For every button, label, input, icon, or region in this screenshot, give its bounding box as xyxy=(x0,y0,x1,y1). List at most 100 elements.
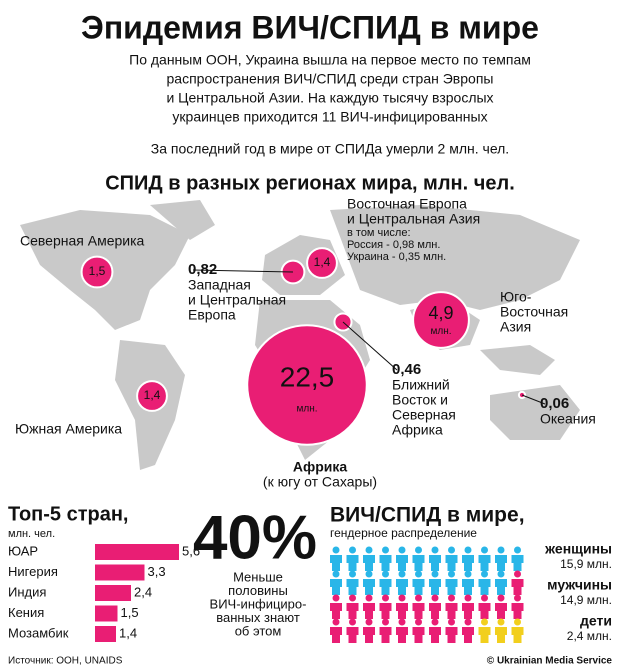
region-value: 1,4 xyxy=(144,388,161,402)
awareness-text: половины xyxy=(228,583,288,598)
person-icon-head xyxy=(464,546,472,554)
gender-title: ВИЧ/СПИД в мире, xyxy=(330,504,525,527)
region-value: 1,5 xyxy=(89,264,106,278)
person-icon-head xyxy=(365,618,373,626)
person-icon-head xyxy=(514,594,521,602)
person-icon-head xyxy=(481,594,488,602)
gender-name: мужчины xyxy=(547,577,612,593)
person-icon-body xyxy=(412,627,425,643)
person-icon-head xyxy=(514,546,521,554)
person-icon-body xyxy=(330,579,342,595)
intro-line: распространения ВИЧ/СПИД среди стран Эвр… xyxy=(167,71,494,87)
bar-value: 5,6 xyxy=(182,543,200,558)
person-icon-head xyxy=(431,618,439,626)
person-icon-head xyxy=(497,594,505,602)
person-icon-body xyxy=(363,579,375,595)
intro-line: По данным ООН, Украина вышла на первое м… xyxy=(129,52,531,68)
person-icon-head xyxy=(514,570,521,578)
country-label: Мозамбик xyxy=(8,625,69,640)
region-label: (к югу от Сахары) xyxy=(263,474,377,490)
note: За последний год в мире от СПИДа умерли … xyxy=(151,141,509,157)
leader-line xyxy=(192,269,294,273)
region-label: Восток и xyxy=(392,392,448,408)
person-icon-head xyxy=(332,618,340,626)
person-icon-head xyxy=(464,618,472,626)
person-icon-head xyxy=(497,618,505,626)
country-label: Нигерия xyxy=(8,564,58,579)
bar xyxy=(95,605,118,622)
map-title: СПИД в разных регионах мира, млн. чел. xyxy=(105,172,515,194)
person-icon-head xyxy=(431,570,439,578)
person-icon-head xyxy=(349,594,356,602)
gender-value: 2,4 млн. xyxy=(567,629,612,643)
gender-value: 15,9 млн. xyxy=(560,557,612,571)
person-icon-body xyxy=(511,579,524,595)
region-value: 22,5 xyxy=(280,361,335,392)
region-label: Южная Америка xyxy=(15,421,122,437)
person-icon-head xyxy=(464,594,472,602)
person-icon-body xyxy=(462,627,474,643)
person-icon-head xyxy=(349,618,356,626)
region-bubble xyxy=(80,255,114,289)
person-icon-body xyxy=(445,579,458,595)
top5-unit: млн. чел. xyxy=(8,528,55,540)
region-label: Африка xyxy=(392,422,443,438)
person-icon-head xyxy=(464,570,472,578)
region-label: и Центральная xyxy=(188,292,286,308)
bar-value: 2,4 xyxy=(134,584,152,599)
person-icon-head xyxy=(497,546,505,554)
region-bubble xyxy=(412,291,470,349)
person-icon-head xyxy=(349,570,356,578)
person-icon-head xyxy=(332,594,340,602)
region-detail: Россия - 0,98 млн. xyxy=(347,239,440,251)
person-icon-body xyxy=(396,579,408,595)
region-unit: млн. xyxy=(430,326,451,337)
awareness-value: 40% xyxy=(193,503,317,572)
person-icon-body xyxy=(462,555,474,571)
person-icon-head xyxy=(481,546,488,554)
person-icon-head xyxy=(398,618,406,626)
person-icon-head xyxy=(497,570,505,578)
region-label: Западная xyxy=(188,277,251,293)
leader-line xyxy=(521,394,546,405)
person-icon-head xyxy=(382,546,389,554)
region-detail: в том числе: xyxy=(347,227,411,239)
person-icon-body xyxy=(346,603,359,619)
awareness-text: ВИЧ-инфициро- xyxy=(210,596,307,611)
person-icon-head xyxy=(431,546,439,554)
person-icon-body xyxy=(495,627,507,643)
person-icon-head xyxy=(448,570,455,578)
person-icon-head xyxy=(514,618,521,626)
person-icon-body xyxy=(495,555,507,571)
person-icon-head xyxy=(481,570,488,578)
person-icon-head xyxy=(481,618,488,626)
region-label: Юго- xyxy=(500,289,532,305)
region-label: Азия xyxy=(500,319,531,335)
region-label: Африка xyxy=(293,459,348,475)
person-icon-body xyxy=(495,579,507,595)
intro-line: и Центральной Азии. На каждую тысячу взр… xyxy=(166,90,493,106)
title: Эпидемия ВИЧ/СПИД в мире xyxy=(81,9,539,45)
person-icon-head xyxy=(398,546,406,554)
person-icon-head xyxy=(332,570,340,578)
person-icon-body xyxy=(478,579,491,595)
person-icon-body xyxy=(511,555,524,571)
awareness-text: ванных знают xyxy=(216,610,300,625)
person-icon-head xyxy=(415,546,422,554)
bar xyxy=(95,585,131,601)
source: Источник: ООН, UNAIDS xyxy=(8,656,123,667)
leader-line xyxy=(342,321,398,371)
person-icon-body xyxy=(330,627,342,643)
person-icon-body xyxy=(429,579,441,595)
region-value: 4,9 xyxy=(428,303,453,323)
person-icon-head xyxy=(415,570,422,578)
person-icon-body xyxy=(412,579,425,595)
gender-subtitle: гендерное распределение xyxy=(330,526,477,540)
person-icon-head xyxy=(382,570,389,578)
person-icon-body xyxy=(346,579,359,595)
region-detail: Украина - 0,35 млн. xyxy=(347,251,446,263)
region-unit: млн. xyxy=(296,404,317,415)
bar xyxy=(95,626,116,642)
person-icon-body xyxy=(363,555,375,571)
person-icon-body xyxy=(379,627,392,643)
